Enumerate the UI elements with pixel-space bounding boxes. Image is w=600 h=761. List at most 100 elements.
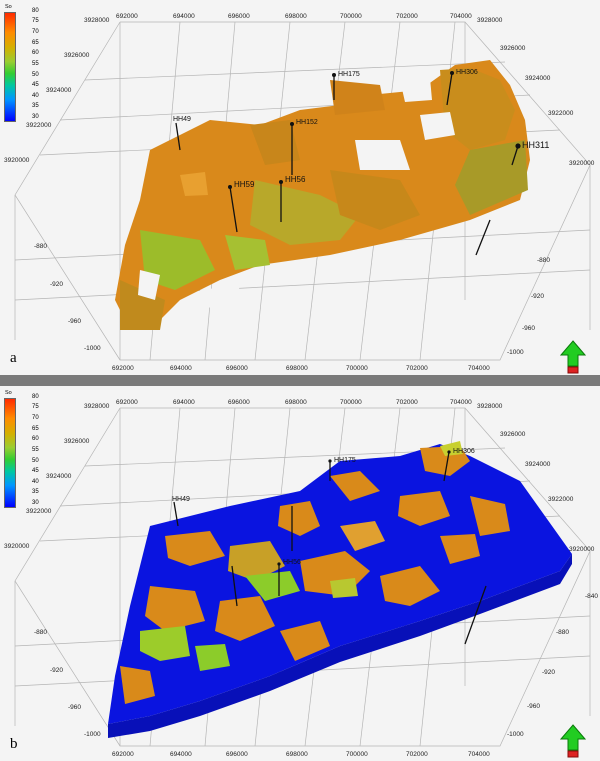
z-right-tick: -1000: [507, 731, 524, 738]
z-right-tick: -920: [542, 669, 555, 676]
y-left-tick: 3928000: [84, 403, 110, 410]
z-left-tick: -920: [50, 281, 63, 288]
well-label-hh311: HH311: [522, 140, 549, 150]
y-right-tick: 3924000: [525, 461, 551, 468]
legend-tick: 75: [32, 404, 39, 410]
z-left-tick: -920: [50, 667, 63, 674]
legend-tick: 55: [32, 61, 39, 67]
panel-a: HH49 HH152 HH175 HH306 HH311 HH59 HH56 6…: [0, 0, 600, 375]
y-left-tick: 3924000: [46, 473, 72, 480]
y-left-tick: 3922000: [26, 508, 52, 515]
legend-tick: 60: [32, 50, 39, 56]
legend-tick: 45: [32, 468, 39, 474]
panel-label: a: [10, 350, 17, 366]
well-label-hh306: HH306: [453, 448, 475, 455]
legend-tick: 40: [32, 93, 39, 99]
x-bottom-tick: 698000: [286, 751, 308, 758]
y-left-tick: 3928000: [84, 17, 110, 24]
z-right-tick: -960: [527, 703, 540, 710]
y-right-tick: 3922000: [548, 110, 574, 117]
x-bottom-tick: 692000: [112, 751, 134, 758]
y-right-tick: 3924000: [525, 75, 551, 82]
y-right-tick: 3928000: [477, 403, 503, 410]
z-left-tick: -1000: [84, 731, 101, 738]
x-top-tick: 694000: [173, 399, 195, 406]
legend-tick: 50: [32, 72, 39, 78]
navigation-arrow-icon[interactable]: [560, 340, 586, 374]
y-right-tick: 3928000: [477, 17, 503, 24]
x-bottom-tick: 704000: [468, 365, 490, 372]
x-bottom-tick: 702000: [406, 365, 428, 372]
x-top-tick: 692000: [116, 13, 138, 20]
z-right-tick: -960: [522, 325, 535, 332]
legend-tick: 65: [32, 40, 39, 46]
legend-tick: 50: [32, 458, 39, 464]
z-right-tick: -880: [556, 629, 569, 636]
x-top-tick: 700000: [340, 13, 362, 20]
legend-title: So: [5, 390, 12, 396]
x-top-tick: 702000: [396, 13, 418, 20]
scene-3d-b: HH49 HH175 HH306 HH56 692000 694000 6960…: [4, 399, 598, 758]
well-label-hh56: HH56: [285, 175, 306, 184]
legend-tick: 80: [32, 8, 39, 14]
y-left-tick: 3926000: [64, 438, 90, 445]
panel-divider: [0, 375, 600, 386]
legend-color-bar: [4, 12, 16, 122]
x-top-tick: 698000: [285, 13, 307, 20]
y-right-tick: 3926000: [500, 431, 526, 438]
x-top-tick: 692000: [116, 399, 138, 406]
legend-tick: 70: [32, 29, 39, 35]
y-left-tick: 3926000: [64, 52, 90, 59]
x-bottom-tick: 694000: [170, 365, 192, 372]
legend-tick: 40: [32, 479, 39, 485]
x-bottom-tick: 696000: [226, 751, 248, 758]
y-right-tick: 3920000: [569, 546, 595, 553]
panel-label: b: [10, 736, 18, 752]
y-left-tick: 3924000: [46, 87, 72, 94]
x-top-tick: 694000: [173, 13, 195, 20]
well-label-hh59: HH59: [234, 180, 255, 189]
legend-tick: 55: [32, 447, 39, 453]
x-bottom-tick: 694000: [170, 751, 192, 758]
legend-tick: 80: [32, 394, 39, 400]
well-label-hh175: HH175: [338, 71, 360, 78]
y-right-tick: 3920000: [569, 160, 595, 167]
x-top-tick: 702000: [396, 399, 418, 406]
color-legend-a: So 80 75 70 65 60 55 50 45 40 35 30: [2, 4, 42, 122]
x-top-tick: 698000: [285, 399, 307, 406]
z-left-tick: -1000: [84, 345, 101, 352]
z-left-tick: -880: [34, 243, 47, 250]
x-bottom-tick: 696000: [226, 365, 248, 372]
legend-tick: 75: [32, 18, 39, 24]
x-top-tick: 696000: [228, 13, 250, 20]
y-left-tick: 3922000: [26, 122, 52, 129]
well-label-hh152: HH152: [296, 119, 318, 126]
x-bottom-tick: 700000: [346, 365, 368, 372]
x-top-tick: 700000: [340, 399, 362, 406]
well-label-hh175: HH175: [334, 457, 356, 464]
z-right-tick: -920: [531, 293, 544, 300]
legend-tick: 70: [32, 415, 39, 421]
z-right-tick: -880: [537, 257, 550, 264]
reservoir-body-a: [115, 60, 530, 330]
x-top-tick: 704000: [450, 399, 472, 406]
z-left-tick: -960: [68, 704, 81, 711]
reservoir-body-b: [108, 441, 572, 738]
well-label-hh306: HH306: [456, 69, 478, 76]
z-left-tick: -880: [34, 629, 47, 636]
legend-color-bar: [4, 398, 16, 508]
y-right-tick: 3926000: [500, 45, 526, 52]
legend-tick: 35: [32, 489, 39, 495]
x-bottom-tick: 704000: [468, 751, 490, 758]
z-right-tick: -1000: [507, 349, 524, 356]
x-top-tick: 704000: [450, 13, 472, 20]
y-left-tick: 3920000: [4, 543, 30, 550]
navigation-arrow-icon[interactable]: [560, 724, 586, 758]
z-right-tick: -840: [585, 593, 598, 600]
legend-title: So: [5, 4, 12, 10]
legend-tick: 45: [32, 82, 39, 88]
x-bottom-tick: 692000: [112, 365, 134, 372]
well-label-hh56: HH56: [283, 559, 301, 566]
legend-tick: 65: [32, 426, 39, 432]
legend-tick: 35: [32, 103, 39, 109]
